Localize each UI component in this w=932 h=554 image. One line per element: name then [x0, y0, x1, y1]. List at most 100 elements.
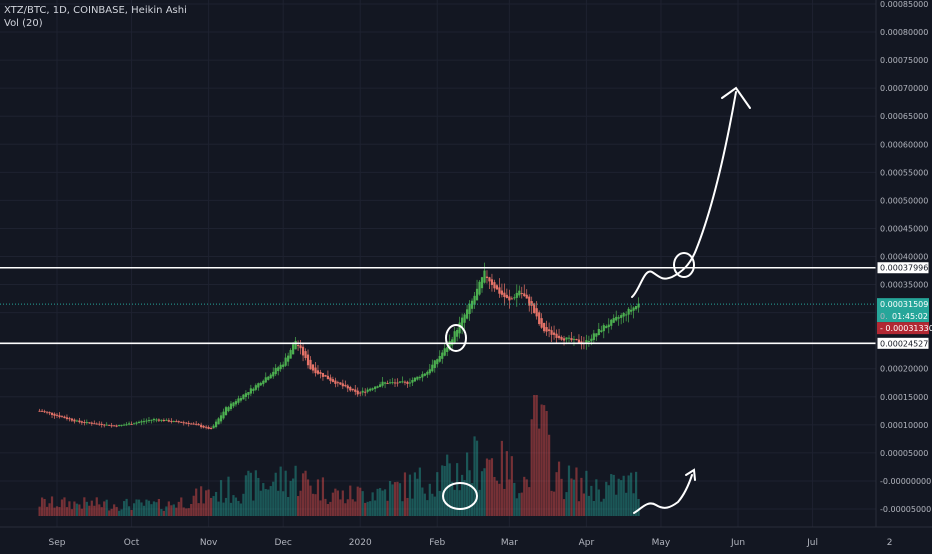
annotation-volume-arrow-curve [633, 474, 693, 514]
volume-bar [95, 497, 98, 516]
price-axis[interactable]: 0.00085000 0.00080000 0.00075000 0.00070000… [875, 0, 932, 550]
candle-body [587, 341, 590, 343]
volume-bar [341, 490, 344, 516]
volume-bar [78, 504, 81, 516]
volume-bar [612, 474, 615, 516]
volume-bar [284, 470, 287, 516]
volume-bar [269, 486, 272, 516]
volume-bar [418, 467, 421, 516]
candle-body [600, 330, 603, 333]
volume-bar [346, 499, 349, 516]
candle-body [70, 418, 74, 421]
volume-bar [306, 479, 310, 516]
candle-body [443, 348, 446, 356]
volume-bar [85, 501, 88, 516]
volume-bar [93, 505, 96, 516]
candle-body [120, 424, 123, 426]
volume-bar [540, 404, 543, 516]
candle-body [326, 375, 330, 380]
price-tick-label: 0.00020000 [880, 365, 928, 374]
volume-bar [634, 471, 638, 516]
candle-body [95, 423, 98, 425]
candle-body [567, 337, 571, 339]
volume-bar [177, 501, 180, 516]
volume-bar [145, 499, 148, 516]
volume-bar [513, 482, 516, 516]
volume-bar [473, 436, 476, 516]
horizontal-levels[interactable] [0, 266, 876, 345]
time-tick-label: May [652, 538, 671, 548]
volume-bar [262, 483, 265, 516]
candle-body [528, 296, 531, 306]
last-price-tag [877, 298, 929, 323]
candle-body [254, 385, 257, 390]
candle-body [438, 356, 441, 362]
volume-bar [135, 499, 138, 516]
candle-body [562, 338, 566, 341]
volume-bar [60, 499, 64, 516]
candle-body [371, 388, 374, 390]
candle-body [610, 319, 613, 326]
volume-bar [582, 493, 586, 516]
volume-bar [478, 489, 481, 516]
candle-body [93, 423, 96, 425]
time-tick-label: Sep [49, 538, 66, 548]
volume-bar [510, 456, 513, 516]
volume-bar [40, 497, 44, 516]
candle-body [55, 414, 59, 416]
candle-body [299, 345, 302, 349]
volume-bar [413, 472, 416, 516]
time-tick-label: Nov [200, 538, 218, 548]
candle-body [495, 285, 499, 290]
candle-body [406, 381, 409, 384]
volume-bar [421, 487, 424, 516]
price-tick-label: 0.00055000 [880, 168, 928, 177]
volume-bar [314, 494, 317, 516]
candle-body [217, 418, 220, 425]
candle-body [284, 357, 287, 366]
price-axis-extra-label: 0. [880, 312, 888, 321]
candle-body [555, 333, 558, 338]
candle-body [572, 338, 576, 340]
volume-bar [58, 507, 61, 516]
candle-body [543, 322, 546, 332]
candle-body [294, 340, 297, 350]
volume-bar [463, 479, 466, 516]
volume-bar [344, 503, 347, 516]
volume-bar [401, 501, 404, 516]
volume-bar [575, 467, 578, 516]
candle-body [78, 420, 81, 423]
volume-bar [160, 509, 163, 516]
volume-bar [339, 499, 342, 516]
candle-body [615, 316, 618, 321]
time-tick-label: Oct [124, 538, 140, 548]
candle-body [535, 308, 538, 317]
price-tick-label: 0.00005000 [880, 449, 928, 458]
volume-bar [602, 498, 605, 516]
volume-bar [498, 483, 501, 516]
candles [38, 262, 640, 430]
volume-bar [182, 507, 185, 516]
volume-bar [416, 478, 419, 516]
candle-body [185, 422, 188, 424]
volume-bar [533, 395, 536, 516]
volume-bar [565, 492, 568, 516]
candle-body [257, 383, 260, 388]
candle-body [192, 423, 195, 425]
volume-bar [637, 499, 640, 516]
candle-body [222, 411, 225, 419]
candle-body [147, 420, 151, 422]
volume-bar [50, 496, 54, 516]
candle-body [63, 416, 66, 419]
time-axis[interactable]: Sep Oct Nov Dec 2020 Feb Mar Apr May Jun Jul 2 [0, 526, 932, 548]
volume-bar [319, 500, 322, 516]
time-tick-label: Apr [579, 538, 595, 548]
candle-body [85, 422, 88, 424]
candle-body [38, 410, 41, 412]
candle-body [334, 380, 337, 384]
volume-bar [242, 493, 245, 516]
volume-bar [108, 510, 111, 516]
volume-bar [334, 488, 337, 516]
